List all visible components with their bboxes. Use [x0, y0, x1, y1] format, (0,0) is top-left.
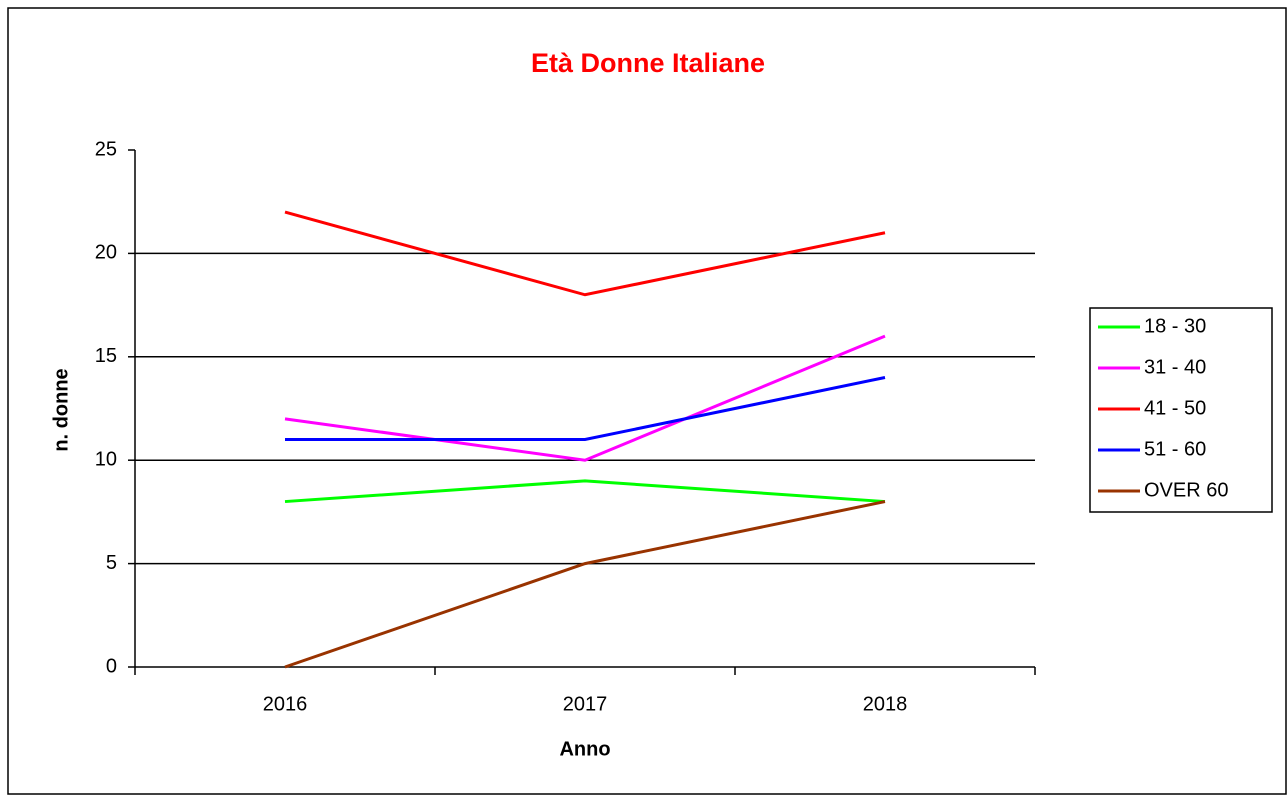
series-line	[285, 376, 886, 442]
series-line	[284, 334, 886, 462]
legend-label: OVER 60	[1144, 479, 1228, 501]
y-tick-label: 10	[95, 448, 117, 470]
y-tick-label: 25	[95, 138, 117, 160]
y-tick-label: 20	[95, 242, 117, 264]
series-line	[284, 210, 886, 297]
legend-label: 51 - 60	[1144, 438, 1206, 460]
x-tick-label: 2017	[563, 693, 608, 715]
y-tick-label: 0	[106, 655, 117, 677]
chart-frame	[7, 7, 1287, 795]
series-line	[284, 479, 886, 504]
y-tick-label: 5	[106, 552, 117, 574]
y-axis-label: n. donne	[50, 368, 72, 451]
x-tick-label: 2016	[263, 693, 308, 715]
legend-label: 41 - 50	[1144, 397, 1206, 419]
x-tick-label: 2018	[863, 693, 908, 715]
legend-label: 18 - 30	[1144, 315, 1206, 337]
chart-title: Età Donne Italiane	[531, 48, 765, 78]
series-line	[284, 500, 886, 669]
legend-label: 31 - 40	[1144, 356, 1206, 378]
x-axis-label: Anno	[559, 738, 610, 760]
y-tick-label: 15	[95, 345, 117, 367]
